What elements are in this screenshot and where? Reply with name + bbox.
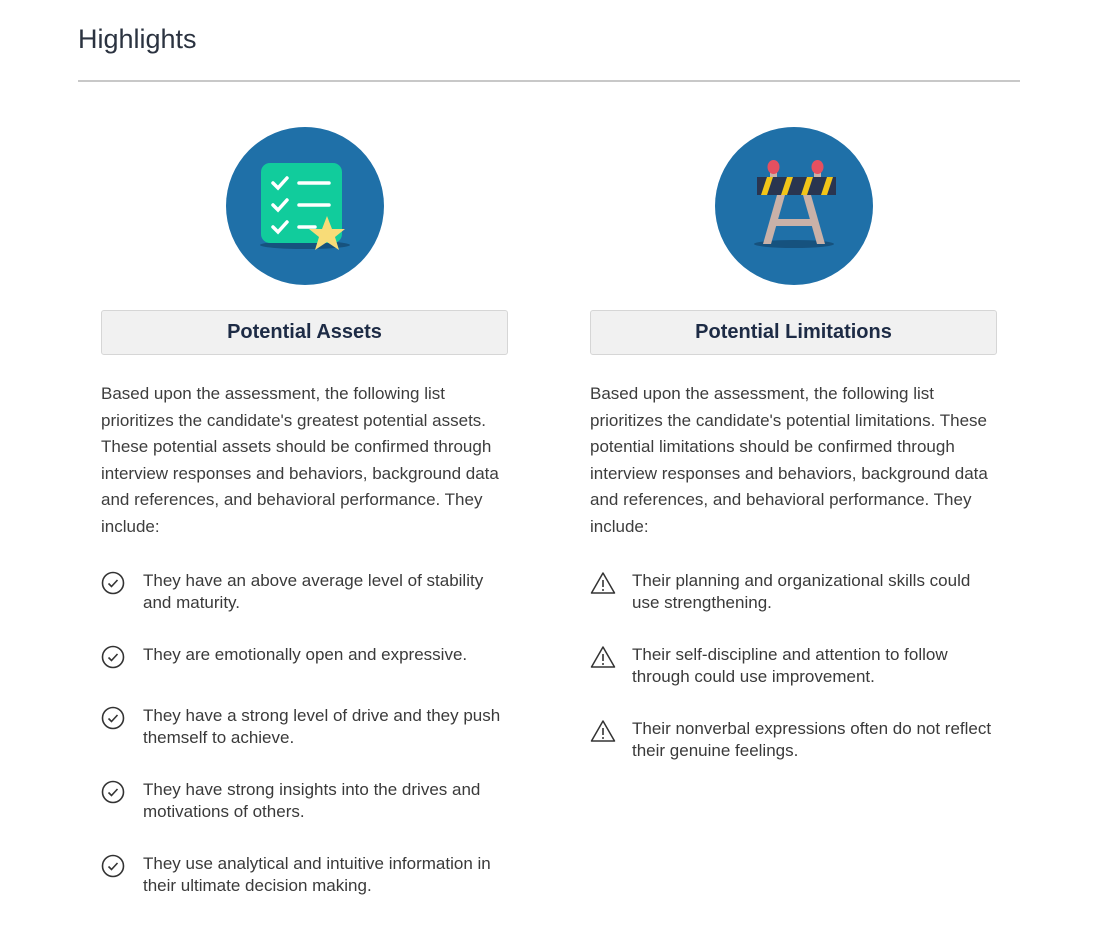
- list-item: Their nonverbal expressions often do not…: [590, 718, 997, 762]
- limitations-section: Potential Limitations Based upon the ass…: [590, 127, 997, 792]
- assets-list: They have an above average level of stab…: [101, 570, 508, 897]
- warning-icon: [590, 570, 632, 614]
- divider: [78, 80, 1020, 82]
- limitation-text: Their nonverbal expressions often do not…: [632, 719, 992, 760]
- list-item: Their self-discipline and attention to f…: [590, 644, 997, 688]
- page-title: Highlights: [78, 24, 197, 54]
- check-circle-icon: [101, 705, 143, 749]
- asset-text: They are emotionally open and expressive…: [143, 645, 468, 664]
- asset-text: They use analytical and intuitive inform…: [143, 854, 491, 895]
- list-item: Their planning and organizational skills…: [590, 570, 997, 614]
- checklist-star-icon: [225, 127, 384, 285]
- list-item: They have an above average level of stab…: [101, 570, 508, 614]
- warning-icon: [590, 644, 632, 688]
- road-barrier-icon: [714, 127, 873, 285]
- assets-section: Potential Assets Based upon the assessme…: [101, 127, 508, 927]
- limitations-heading: Potential Limitations: [590, 310, 997, 355]
- list-item: They have a strong level of drive and th…: [101, 705, 508, 749]
- list-item: They use analytical and intuitive inform…: [101, 853, 508, 897]
- asset-text: They have an above average level of stab…: [143, 571, 484, 612]
- list-item: They are emotionally open and expressive…: [101, 644, 508, 675]
- warning-icon: [590, 718, 632, 762]
- assets-intro: Based upon the assessment, the following…: [101, 384, 499, 536]
- limitations-intro: Based upon the assessment, the following…: [590, 384, 988, 536]
- limitation-text: Their self-discipline and attention to f…: [632, 645, 948, 686]
- check-circle-icon: [101, 779, 143, 823]
- limitations-list: Their planning and organizational skills…: [590, 570, 997, 762]
- check-circle-icon: [101, 853, 143, 897]
- limitation-text: Their planning and organizational skills…: [632, 571, 971, 612]
- list-item: They have strong insights into the drive…: [101, 779, 508, 823]
- asset-text: They have strong insights into the drive…: [143, 780, 481, 821]
- check-circle-icon: [101, 644, 143, 675]
- asset-text: They have a strong level of drive and th…: [143, 706, 501, 747]
- assets-heading: Potential Assets: [101, 310, 508, 355]
- check-circle-icon: [101, 570, 143, 614]
